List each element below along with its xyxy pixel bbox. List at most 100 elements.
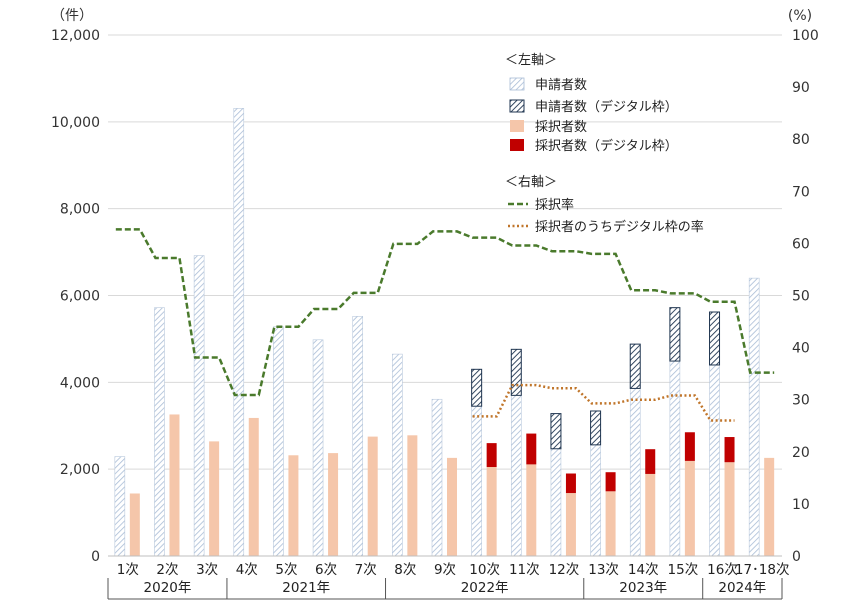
rate-lines <box>115 228 775 422</box>
digital-rate-line <box>472 383 735 422</box>
adopted-bar <box>605 491 616 556</box>
right-tick-label: 70 <box>792 184 810 200</box>
applicant-digital-bar <box>669 307 681 362</box>
applicant-bar <box>193 255 205 557</box>
adopted-bar <box>407 435 418 556</box>
legend-label-digital-rate: 採択者のうちデジタル枠の率 <box>535 219 704 235</box>
right-tick-label: 40 <box>792 341 810 357</box>
legend-left-header: ＜左軸＞ <box>505 53 557 68</box>
right-tick-label: 100 <box>792 28 819 44</box>
category-label: 6次 <box>315 562 337 578</box>
applicant-digital-bar <box>709 311 721 366</box>
right-tick-label: 80 <box>792 132 810 148</box>
adopted-digital-bar <box>724 437 735 463</box>
category-label: 15次 <box>668 562 699 578</box>
category-label: 10次 <box>469 562 500 578</box>
right-tick-label: 30 <box>792 393 810 409</box>
category-label: 8次 <box>394 562 416 578</box>
category-label: 11次 <box>509 562 540 578</box>
applicant-bar <box>629 388 641 557</box>
applicant-bar <box>709 364 720 557</box>
left-tick-label: 2,000 <box>60 462 100 478</box>
adopted-bar <box>565 493 576 556</box>
adopted-digital-bar <box>645 449 656 474</box>
category-label: 5次 <box>275 562 297 578</box>
x-axis: 1次 2次 3次 4次 5次 6次 7次 8次 9次 10次 11次 12次 13次 14次 15次 16次1… <box>108 555 790 578</box>
category-label: 1次 <box>117 562 139 578</box>
right-tick-label: 10 <box>792 497 810 513</box>
category-label: 13次 <box>588 562 619 578</box>
adopted-digital-bar <box>526 433 537 465</box>
legend-label-applicants: 申請者数 <box>535 78 587 93</box>
adopted-bar <box>764 457 775 556</box>
legend-label-adopted: 採択者数 <box>535 120 587 135</box>
right-tick-label: 60 <box>792 236 810 252</box>
applicant-bar <box>312 339 324 557</box>
applicant-bar <box>550 448 562 557</box>
year-label: 2021年 <box>282 580 330 596</box>
right-tick-label: 20 <box>792 445 810 461</box>
applicant-digital-bar <box>510 348 522 396</box>
applicant-digital-bar <box>471 368 483 407</box>
applicant-digital-bar <box>629 343 641 389</box>
adopted-bar <box>526 464 537 556</box>
applicant-bar <box>114 456 126 557</box>
adopted-bar <box>645 473 656 556</box>
left-tick-label: 12,000 <box>51 28 100 44</box>
adopted-bar <box>288 455 299 556</box>
category-label: 2次 <box>156 562 178 578</box>
adopted-bar <box>367 436 378 556</box>
category-label: 17･18次 <box>735 562 790 578</box>
adopted-bar <box>684 460 695 556</box>
category-label: 3次 <box>196 562 218 578</box>
adopted-digital-bar <box>684 432 695 461</box>
right-axis-unit: (%) <box>788 8 812 24</box>
category-label: 9次 <box>434 562 456 578</box>
year-label: 2023年 <box>619 580 667 596</box>
legend-swatch-applicants-digital <box>509 99 525 113</box>
legend-label-applicants-digital: 申請者数（デジタル枠） <box>535 99 678 115</box>
applicant-bar <box>154 307 165 557</box>
adopted-bar <box>724 462 735 556</box>
right-tick-label: 0 <box>792 549 801 565</box>
applicant-bar <box>748 277 760 557</box>
left-tick-label: 10,000 <box>51 115 100 131</box>
left-tick-label: 6,000 <box>60 289 100 305</box>
year-label: 2020年 <box>144 580 192 596</box>
applicant-digital-bar <box>550 413 562 450</box>
adopted-bar <box>209 441 220 556</box>
left-tick-label: 0 <box>91 549 100 565</box>
left-axis: 0 2,000 4,000 6,000 8,000 10,000 12,000 <box>51 28 100 565</box>
bars <box>114 108 775 557</box>
category-label: 7次 <box>355 562 377 578</box>
category-label: 4次 <box>236 562 258 578</box>
category-label: 14次 <box>628 562 659 578</box>
adopted-digital-bar <box>605 472 616 492</box>
left-tick-label: 4,000 <box>60 375 100 391</box>
applicant-bar <box>273 326 284 557</box>
applicant-bar <box>590 444 601 557</box>
applicant-bar <box>392 353 403 557</box>
adopted-digital-bar <box>565 473 576 494</box>
legend-swatch-adopted <box>510 120 524 132</box>
year-label: 2022年 <box>461 580 509 596</box>
applicant-bar <box>233 108 245 557</box>
legend-right-header: ＜右軸＞ <box>505 175 557 190</box>
adopted-bar <box>248 417 259 556</box>
left-tick-label: 8,000 <box>60 202 100 218</box>
legend: ＜左軸＞ 申請者数 申請者数（デジタル枠） 採択者数 採択者数（デジタル枠） ＜… <box>505 53 704 235</box>
right-axis: 0 10 20 30 40 50 60 70 80 90 100 <box>792 28 819 565</box>
applicant-bar <box>510 395 522 557</box>
adopted-bar <box>328 453 339 556</box>
gridlines <box>108 34 782 470</box>
applicant-digital-bar <box>590 410 602 446</box>
category-label: 16次 <box>707 562 738 578</box>
adopted-bar <box>169 414 180 556</box>
legend-swatch-applicants <box>509 77 525 91</box>
adopted-bar <box>447 457 457 556</box>
legend-label-rate: 採択率 <box>535 197 574 213</box>
rate-line <box>115 228 775 397</box>
right-tick-label: 90 <box>792 80 810 96</box>
adopted-bar <box>486 466 497 556</box>
